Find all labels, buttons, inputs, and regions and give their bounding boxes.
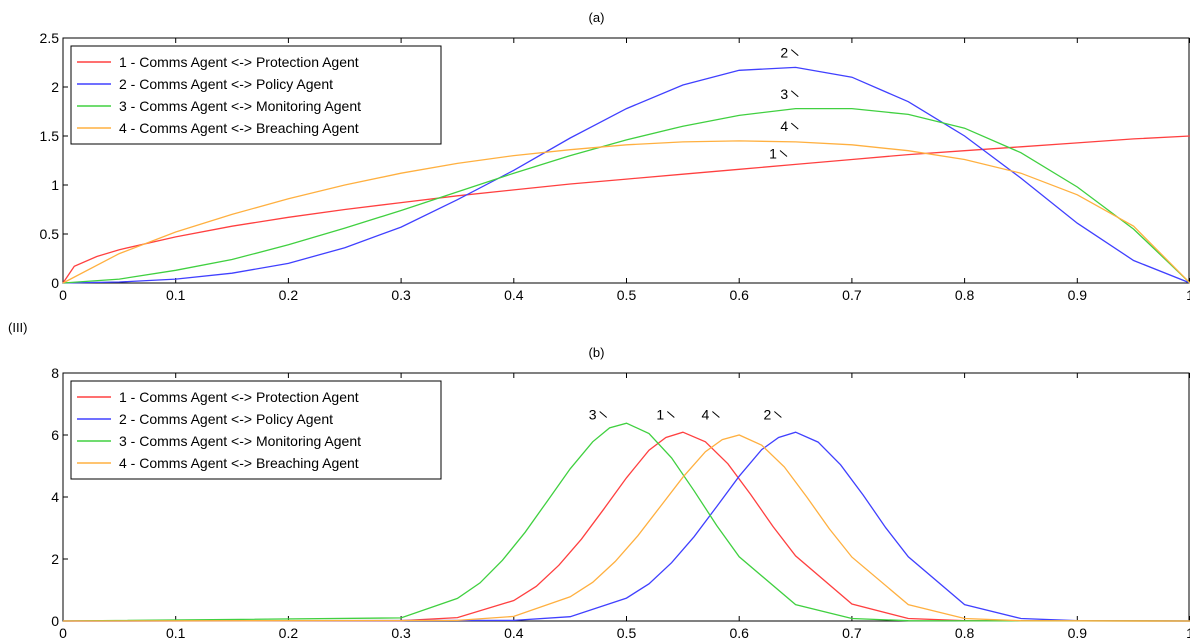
series-line-4: [62, 140, 1190, 284]
y-tick-label: 0: [51, 275, 59, 291]
chart-2: (b) 0 0.1 0.2 0.3 0.4 0.5 0.6 0.7 0.8 0.9 1 0 2 4 6 8 1 2 3…: [51, 345, 1190, 640]
figure-label: (III): [8, 320, 28, 335]
series-annotation-3: 3: [780, 86, 788, 102]
x-tick-label: 0.2: [279, 287, 299, 303]
y-tick-label: 6: [51, 427, 59, 443]
legend-entry-2: 2 - Comms Agent <-> Policy Agent: [119, 411, 333, 427]
x-tick-label: 0.8: [955, 287, 975, 303]
legend: [70, 380, 442, 480]
y-tick-label: 4: [51, 489, 59, 505]
series-annotation-1: 1: [656, 407, 664, 423]
series-line-2: [62, 66, 1190, 284]
x-tick-label: 1: [1186, 625, 1190, 640]
series-annotation-4: 4: [701, 407, 709, 423]
legend-entry-1: 1 - Comms Agent <-> Protection Agent: [119, 54, 359, 70]
annotation-pointer: [774, 411, 782, 418]
series-line-2: [62, 431, 1190, 622]
chart-title: (b): [589, 345, 605, 360]
series-annotation-4: 4: [780, 118, 788, 134]
x-tick-label: 0.9: [1068, 625, 1088, 640]
chart-1: (a) 0 0.1 0.2 0.3 0.4 0.5 0.6 0.7 0.8 0.9 1 0 0.5 1 1.5…: [40, 10, 1190, 303]
x-tick-label: 0.6: [729, 287, 749, 303]
series-line-1: [62, 431, 1190, 622]
x-tick-label: 0.7: [842, 287, 862, 303]
y-tick-label: 2.5: [40, 30, 60, 46]
y-tick-label: 8: [51, 365, 59, 381]
x-tick-label: 0.1: [166, 287, 186, 303]
series-annotation-2: 2: [763, 407, 771, 423]
x-tick-label: 0.5: [617, 625, 637, 640]
x-tick-label: 0.3: [391, 625, 411, 640]
x-tick-label: 0.1: [166, 625, 186, 640]
series-line-3: [62, 107, 1190, 284]
annotation-pointer: [779, 150, 788, 157]
annotation-pointer: [790, 90, 799, 98]
y-tick-label: 1.5: [40, 128, 60, 144]
y-tick-label: 2: [51, 79, 59, 95]
series-annotation-3: 3: [589, 407, 597, 423]
y-tick-label: 1: [51, 177, 59, 193]
legend: [70, 45, 442, 145]
series-line-4: [62, 434, 1190, 622]
series-line-1: [62, 135, 1190, 284]
x-tick-label: 0: [59, 625, 67, 640]
x-tick-label: 0.5: [617, 287, 637, 303]
x-tick-label: 0: [59, 287, 67, 303]
legend-entry-2: 2 - Comms Agent <-> Policy Agent: [119, 76, 333, 92]
legend-entry-3: 3 - Comms Agent <-> Monitoring Agent: [119, 98, 361, 114]
chart-title: (a): [589, 10, 605, 25]
annotation-pointer: [599, 411, 608, 418]
x-tick-label: 0.8: [955, 625, 975, 640]
x-tick-label: 0.4: [504, 625, 524, 640]
annotation-pointer: [790, 122, 799, 130]
legend-entry-3: 3 - Comms Agent <-> Monitoring Agent: [119, 433, 361, 449]
y-tick-label: 2: [51, 551, 59, 567]
series-annotation-1: 1: [769, 146, 777, 162]
y-tick-label: 0: [51, 613, 59, 629]
legend-entry-4: 4 - Comms Agent <-> Breaching Agent: [119, 455, 359, 471]
x-tick-label: 0.4: [504, 287, 524, 303]
x-tick-label: 1: [1186, 287, 1190, 303]
x-tick-label: 0.9: [1068, 287, 1088, 303]
x-tick-label: 0.6: [729, 625, 749, 640]
series-line-3: [62, 422, 1190, 622]
x-tick-label: 0.3: [391, 287, 411, 303]
x-tick-label: 0.2: [279, 625, 299, 640]
annotation-pointer: [666, 411, 675, 418]
annotation-pointer: [790, 49, 799, 56]
annotation-pointer: [712, 411, 720, 418]
x-tick-label: 0.7: [842, 625, 862, 640]
legend-entry-1: 1 - Comms Agent <-> Protection Agent: [119, 389, 359, 405]
legend-entry-4: 4 - Comms Agent <-> Breaching Agent: [119, 120, 359, 136]
series-annotation-2: 2: [780, 45, 788, 61]
y-tick-label: 0.5: [40, 226, 60, 242]
